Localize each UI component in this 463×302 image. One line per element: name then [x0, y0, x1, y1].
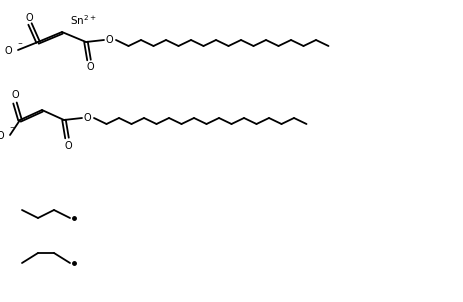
Text: O: O — [105, 35, 113, 45]
Text: $^{-}$: $^{-}$ — [17, 40, 24, 49]
Text: O: O — [0, 131, 4, 141]
Text: O: O — [25, 13, 33, 23]
Text: O: O — [86, 62, 94, 72]
Text: Sn$^{2+}$: Sn$^{2+}$ — [70, 13, 97, 27]
Text: O: O — [64, 141, 72, 151]
Text: O: O — [4, 46, 12, 56]
Text: O: O — [11, 90, 19, 100]
Text: $^{-}$: $^{-}$ — [9, 124, 15, 133]
Text: O: O — [83, 113, 91, 123]
